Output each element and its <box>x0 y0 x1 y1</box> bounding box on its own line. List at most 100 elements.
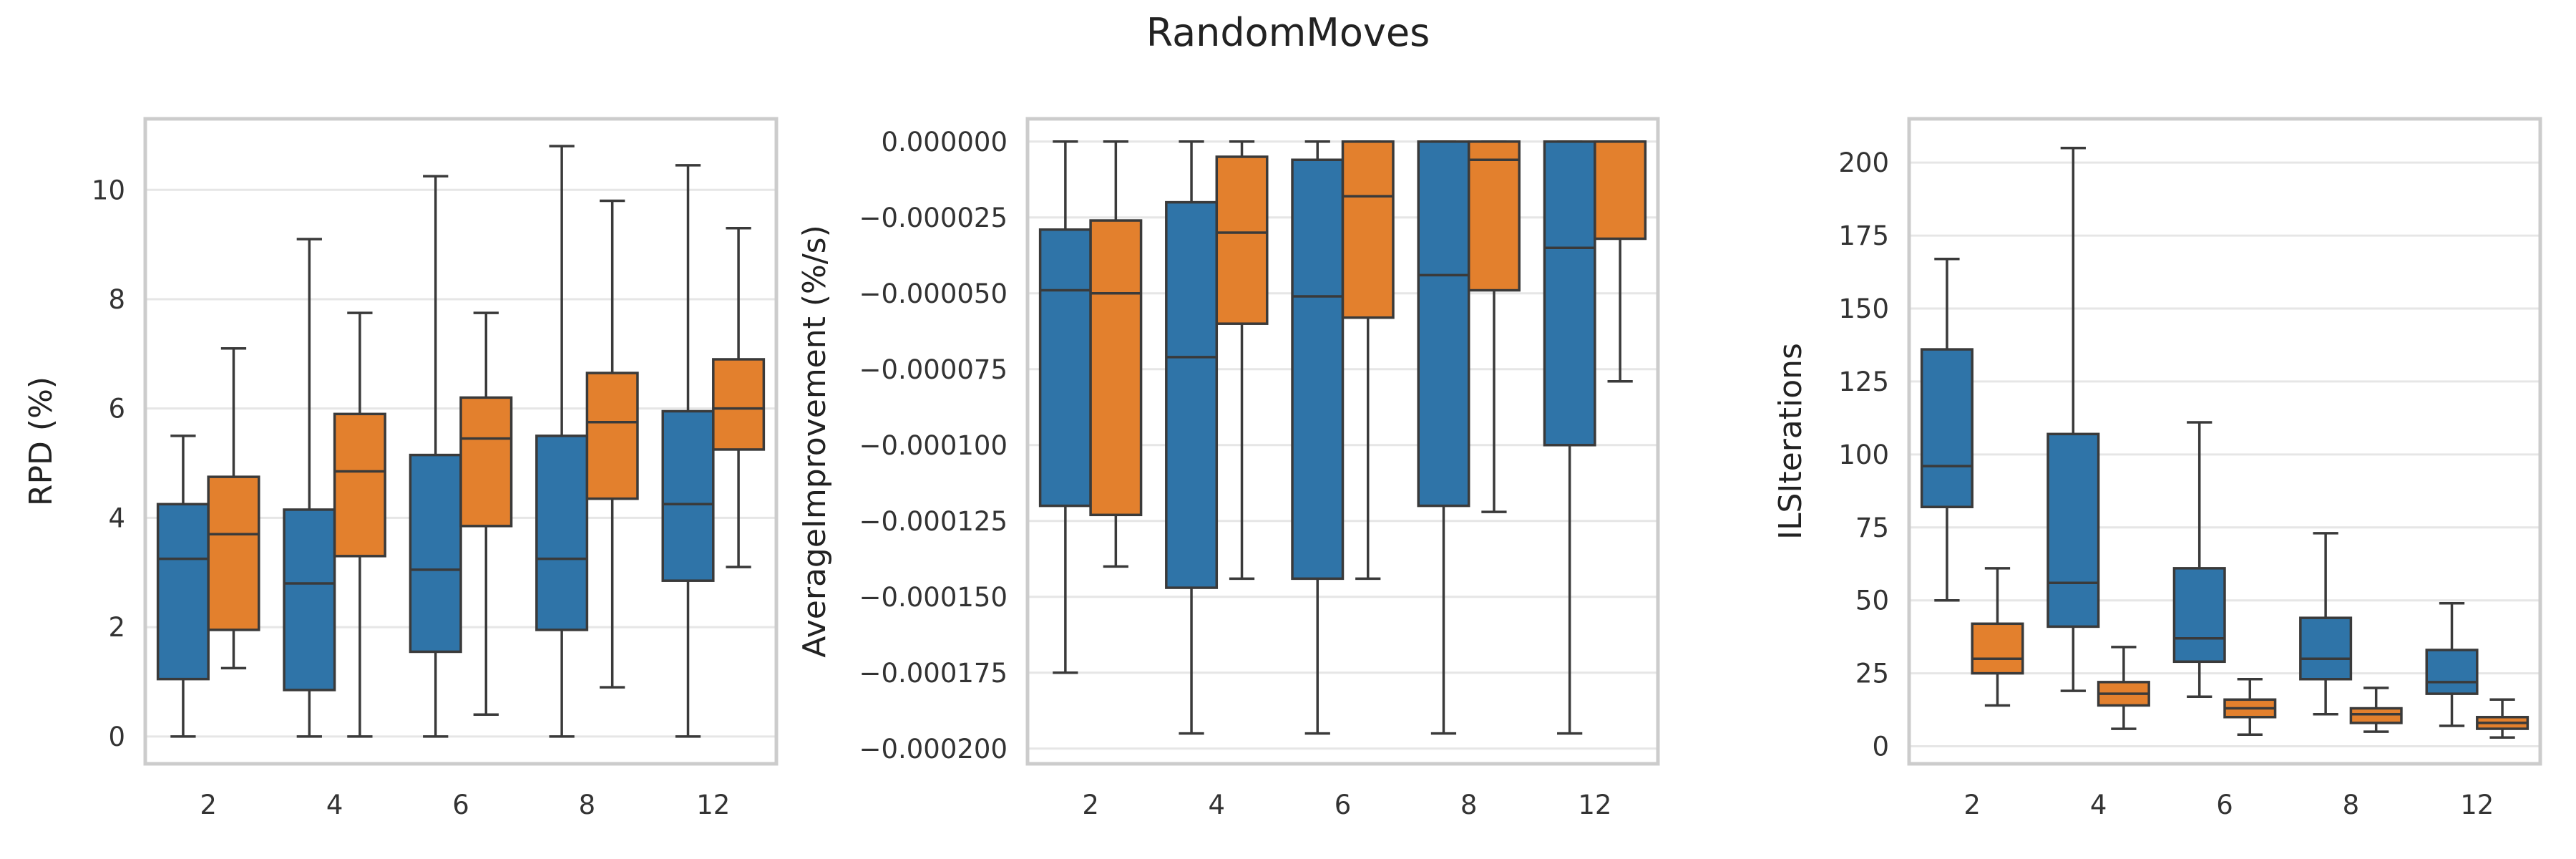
box-iqr <box>409 453 462 654</box>
box-series-b-6 <box>459 311 513 717</box>
y-tick-label: 125 <box>1838 367 1889 397</box>
y-axis-label: AverageImprovement (%/s) <box>796 225 833 658</box>
box-iqr <box>585 372 639 500</box>
box-iqr <box>1467 140 1521 292</box>
box-series-a-6 <box>1291 140 1345 735</box>
box-series-b-4 <box>333 311 386 738</box>
box-iqr <box>2349 707 2403 724</box>
y-tick-label: 8 <box>108 284 125 315</box>
y-tick-label: 0 <box>1872 732 1889 762</box>
x-tick-label: 4 <box>1209 790 1226 820</box>
box-series-a-6 <box>409 175 462 738</box>
box-iqr <box>283 508 336 691</box>
box-iqr <box>207 475 260 631</box>
y-tick-label: −0.000100 <box>859 430 1008 461</box>
y-tick-label: 6 <box>108 394 125 424</box>
y-tick-label: −0.000125 <box>859 506 1008 537</box>
box-series-a-8 <box>535 145 589 738</box>
x-tick-label: 4 <box>326 790 343 820</box>
box-iqr <box>1165 200 1219 589</box>
box-iqr <box>333 412 386 558</box>
box-iqr <box>1971 622 2024 675</box>
y-tick-label: 10 <box>92 175 125 205</box>
box-iqr <box>1215 155 1269 325</box>
box-series-b-4 <box>2097 646 2150 730</box>
box-series-b-2 <box>207 346 260 670</box>
plot-frame <box>143 117 779 766</box>
y-tick-label: 175 <box>1838 220 1889 251</box>
box-iqr <box>1291 158 1345 581</box>
box-iqr <box>1341 140 1395 319</box>
figure-title: RandomMoves <box>1146 10 1430 55</box>
y-tick-label: −0.000025 <box>859 203 1008 233</box>
box-series-a-12 <box>661 164 715 738</box>
box-iqr <box>2046 432 2100 629</box>
box-iqr <box>1038 228 1092 508</box>
box-series-a-12 <box>2425 602 2479 727</box>
box-series-b-8 <box>2349 686 2403 733</box>
box-series-b-4 <box>1215 140 1269 581</box>
y-axis-label: ILSIterations <box>1772 343 1809 540</box>
x-tick-label: 12 <box>2460 790 2494 820</box>
y-tick-label: 2 <box>108 612 125 643</box>
box-iqr <box>1089 219 1143 517</box>
box-series-b-8 <box>1467 140 1521 513</box>
box-series-b-6 <box>1341 140 1395 581</box>
x-tick-label: 12 <box>696 790 730 820</box>
y-axis-label: RPD (%) <box>23 377 59 506</box>
box-series-b-8 <box>585 199 639 689</box>
box-iqr <box>1594 140 1647 241</box>
box-series-b-12 <box>2476 698 2529 739</box>
box-iqr <box>661 409 715 582</box>
box-iqr <box>535 435 589 631</box>
y-tick-label: 50 <box>1855 586 1889 616</box>
box-series-b-12 <box>1594 140 1647 383</box>
y-tick-label: 150 <box>1838 293 1889 324</box>
box-series-a-12 <box>1543 140 1596 735</box>
plot-frame <box>1907 117 2542 766</box>
plot-frame <box>1025 117 1660 766</box>
y-tick-label: 0 <box>108 722 125 752</box>
y-tick-label: −0.000200 <box>859 734 1008 765</box>
x-tick-label: 4 <box>2090 790 2107 820</box>
box-series-b-6 <box>2223 678 2277 736</box>
box-iqr <box>156 503 210 681</box>
panel-average-improvement: 0.000000 −0.000025 −0.000050 −0.000075 −0.00… <box>796 117 1660 820</box>
y-tick-label: −0.000050 <box>859 278 1008 309</box>
box-series-a-4 <box>1165 140 1219 735</box>
x-tick-label: 2 <box>1082 790 1099 820</box>
box-iqr <box>1920 348 1974 508</box>
y-tick-label: −0.000075 <box>859 354 1008 385</box>
box-iqr <box>2425 649 2479 695</box>
box-iqr <box>459 396 513 528</box>
x-tick-label: 12 <box>1578 790 1611 820</box>
box-iqr <box>1543 140 1596 447</box>
box-iqr <box>2299 616 2353 681</box>
panel-rpd: 0 2 4 6 8 10 2 4 6 8 12 RPD (%) <box>23 117 779 820</box>
box-series-b-2 <box>1971 567 2024 707</box>
box-series-b-12 <box>712 226 766 568</box>
x-tick-label: 2 <box>200 790 217 820</box>
box-series-a-4 <box>2046 147 2100 692</box>
box-series-a-6 <box>2172 421 2226 698</box>
box-iqr <box>1417 140 1470 508</box>
y-tick-label: 100 <box>1838 440 1889 470</box>
box-series-a-4 <box>283 238 336 738</box>
x-tick-label: 6 <box>1335 790 1352 820</box>
box-series-a-8 <box>1417 140 1470 735</box>
y-tick-label: 200 <box>1838 147 1889 178</box>
y-tick-label: 0.000000 <box>881 127 1008 157</box>
x-tick-label: 8 <box>2343 790 2360 820</box>
x-tick-label: 6 <box>452 790 469 820</box>
x-tick-label: 8 <box>1460 790 1478 820</box>
x-tick-label: 2 <box>1963 790 1981 820</box>
y-tick-label: 25 <box>1855 659 1889 689</box>
y-tick-label: −0.000175 <box>859 658 1008 689</box>
box-series-b-2 <box>1089 140 1143 568</box>
box-series-a-8 <box>2299 532 2353 716</box>
panel-ils-iterations: 0 25 50 75 100 125 150 175 200 2 4 6 8 12 ILSIteration… <box>1772 117 2542 820</box>
box-iqr <box>712 358 766 451</box>
y-tick-label: −0.000150 <box>859 582 1008 613</box>
x-tick-label: 6 <box>2216 790 2233 820</box>
